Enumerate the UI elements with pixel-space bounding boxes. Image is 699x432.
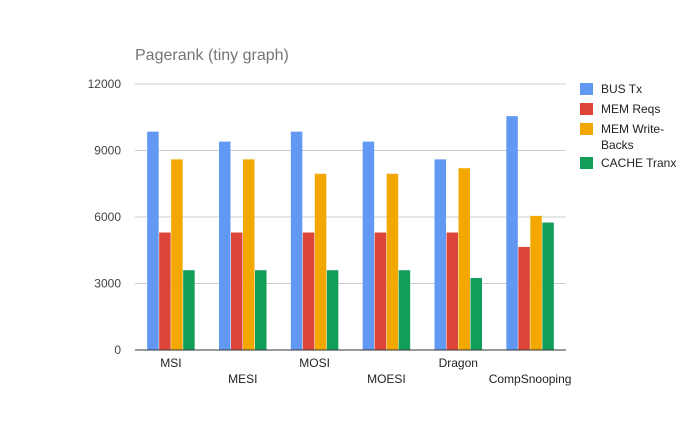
bar-cache-tranx-dragon	[470, 277, 482, 350]
bar-mem-write-backs-mesi	[243, 159, 255, 350]
x-tick-label: MSI	[160, 356, 181, 370]
legend-label: BUS Tx	[601, 82, 642, 96]
x-axis-labels: MSI MESI MOSI MOESI Dragon CompSnooping	[160, 356, 571, 386]
bar-cache-tranx-mosi	[326, 270, 339, 350]
bar-mem-write-backs-mosi	[314, 173, 327, 350]
bar-mem-reqs-dragon	[446, 232, 458, 350]
y-tick-label: 9000	[94, 144, 121, 158]
y-axis-ticks: 0 3000 6000 9000 12000	[88, 77, 122, 357]
bar-mem-reqs-mosi	[302, 232, 315, 350]
bar-mem-write-backs-moesi	[386, 173, 399, 350]
bar-mem-reqs-moesi	[374, 232, 387, 350]
legend-label: CACHE Tranx	[601, 156, 676, 170]
x-tick-label: Dragon	[439, 356, 478, 370]
chart-title: Pagerank (tiny graph)	[135, 47, 289, 64]
legend-label: MEM Write-Backs	[601, 122, 664, 152]
x-tick-label: MOESI	[367, 372, 406, 386]
bar-cache-tranx-compsnooping	[542, 222, 554, 350]
bar-mem-write-backs-compsnooping	[530, 215, 542, 350]
legend-swatch	[580, 157, 593, 169]
y-tick-label: 6000	[94, 210, 121, 224]
legend-swatch	[580, 123, 593, 135]
legend-swatch	[580, 103, 593, 115]
y-tick-label: 12000	[88, 77, 122, 91]
bar-bus-tx-dragon	[434, 159, 446, 350]
bar-cache-tranx-mesi	[255, 270, 267, 350]
bar-bus-tx-msi	[147, 131, 159, 350]
legend-swatch	[580, 83, 593, 95]
bar-bus-tx-mosi	[290, 131, 303, 350]
bar-cache-tranx-moesi	[398, 270, 411, 350]
bar-mem-write-backs-msi	[171, 159, 183, 350]
legend-label: MEM Reqs	[601, 102, 660, 116]
bars	[147, 116, 554, 351]
x-tick-label: MESI	[228, 372, 257, 386]
bar-bus-tx-mesi	[219, 141, 231, 350]
bar-bus-tx-compsnooping	[506, 116, 518, 351]
y-tick-label: 0	[114, 343, 121, 357]
legend: BUS Tx MEM Reqs MEM Write-Backs CACHE Tranx	[580, 82, 676, 170]
bar-mem-write-backs-dragon	[458, 168, 470, 350]
bar-mem-reqs-compsnooping	[518, 246, 530, 350]
bar-cache-tranx-msi	[183, 270, 195, 350]
x-tick-label: CompSnooping	[489, 372, 572, 386]
gridlines	[135, 83, 566, 284]
bar-bus-tx-moesi	[362, 141, 375, 350]
x-tick-label: MOSI	[299, 356, 330, 370]
bar-mem-reqs-msi	[159, 232, 171, 350]
bar-mem-reqs-mesi	[231, 232, 243, 350]
y-tick-label: 3000	[94, 277, 121, 291]
